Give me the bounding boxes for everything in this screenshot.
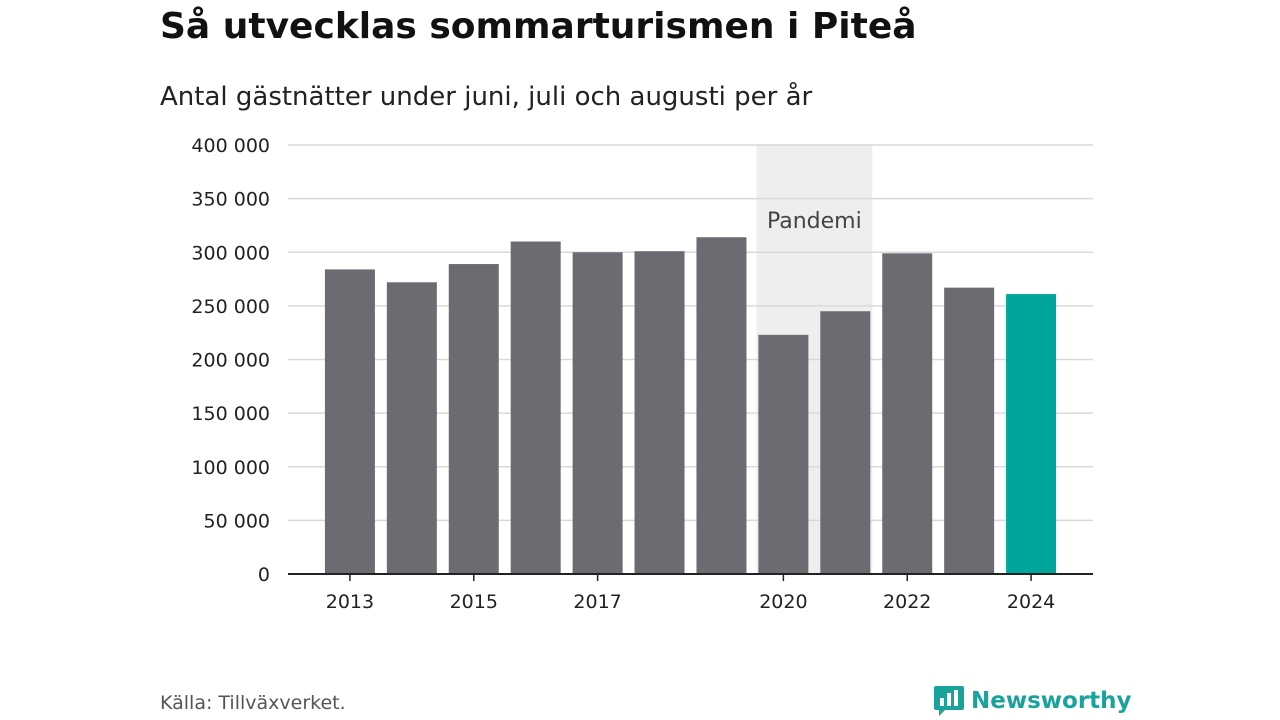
newsworthy-logo-icon bbox=[934, 686, 964, 716]
x-tick-label: 2017 bbox=[573, 591, 621, 613]
y-tick-label: 350 000 bbox=[191, 189, 270, 211]
bar-2013 bbox=[324, 269, 375, 574]
bar-2017 bbox=[572, 252, 623, 574]
y-tick-label: 100 000 bbox=[191, 457, 270, 479]
bar-2015 bbox=[448, 264, 499, 574]
y-tick-label: 0 bbox=[258, 564, 270, 586]
annotation-label: Pandemi bbox=[767, 209, 862, 234]
y-tick-label: 250 000 bbox=[191, 296, 270, 318]
bar-2023 bbox=[944, 287, 995, 574]
bar-2022 bbox=[882, 253, 933, 574]
bar-chart: Pandemi 0 50 000 100 000 150 000 200 000 250 … bbox=[191, 135, 1093, 613]
y-tick-label: 400 000 bbox=[191, 135, 270, 157]
x-tick-label: 2013 bbox=[326, 591, 374, 613]
x-tick-label: 2022 bbox=[883, 591, 931, 613]
y-tick-label: 300 000 bbox=[191, 242, 270, 264]
x-tick-label: 2020 bbox=[759, 591, 807, 613]
axis-layer: 2013 2015 2017 2020 2022 2024 bbox=[288, 573, 1093, 613]
bar-2016 bbox=[510, 241, 561, 574]
bar-2019 bbox=[696, 237, 747, 575]
bar-layer bbox=[324, 237, 1057, 575]
x-tick-label: 2024 bbox=[1007, 591, 1055, 613]
y-tick-label: 150 000 bbox=[191, 403, 270, 425]
bar-2021 bbox=[820, 311, 871, 574]
bar-2018 bbox=[634, 251, 685, 575]
y-tick-label: 200 000 bbox=[191, 350, 270, 372]
brand: Newsworthy bbox=[933, 684, 1132, 718]
x-tick-label: 2015 bbox=[450, 591, 498, 613]
source-note: Källa: Tillväxverket. bbox=[160, 692, 346, 714]
bar-2024 bbox=[1006, 294, 1057, 574]
bar-2020 bbox=[758, 334, 809, 574]
chart-subtitle: Antal gästnätter under juni, juli och au… bbox=[160, 82, 813, 112]
y-tick-label: 50 000 bbox=[204, 510, 270, 532]
brand-name: Newsworthy bbox=[971, 688, 1132, 714]
bar-2014 bbox=[386, 282, 437, 574]
chart-title: Så utvecklas sommarturismen i Piteå bbox=[160, 6, 917, 47]
